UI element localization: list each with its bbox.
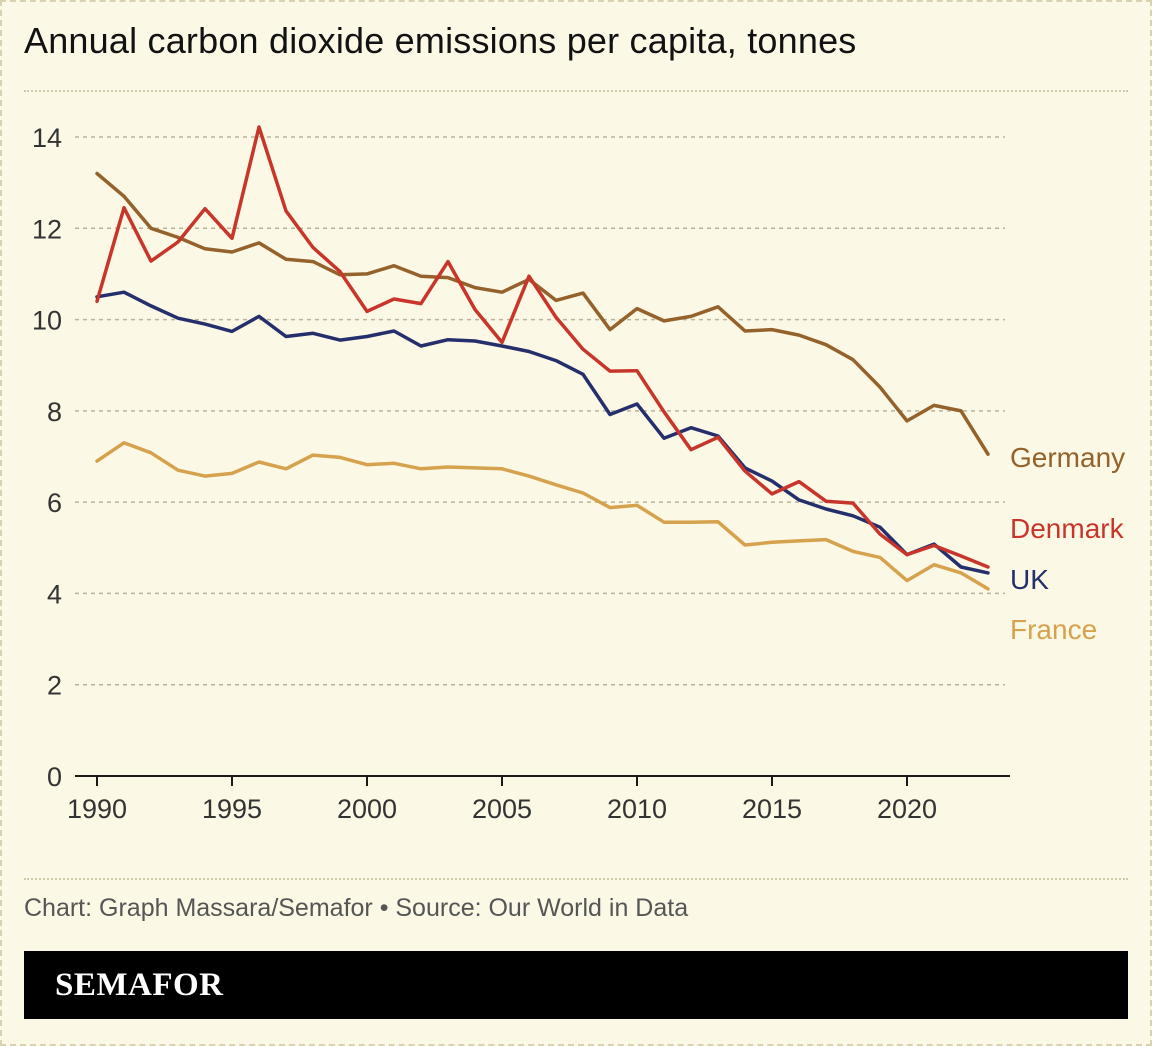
brand-bar: SEMAFOR [24,951,1128,1019]
series-labels: Germany Denmark UK France [1010,442,1125,645]
y-tick-label: 12 [32,214,62,244]
chart-title: Annual carbon dioxide emissions per capi… [24,20,857,61]
y-tick-label: 14 [32,123,62,153]
y-tick-label: 2 [47,671,62,701]
x-tick-label: 2000 [337,794,397,824]
series-line-uk [95,290,990,575]
series-label-france: France [1010,614,1097,645]
series-line-germany [95,171,990,456]
y-tick-label: 4 [47,579,62,609]
bottom-divider [24,878,1128,880]
series-line-france [95,441,990,591]
series-lines [95,125,990,591]
x-tick-label: 2005 [472,794,532,824]
semafor-logo: SEMAFOR [55,967,224,1003]
source-note: Chart: Graph Massara/Semafor • Source: O… [24,894,689,922]
x-tick-label: 2010 [607,794,667,824]
series-label-uk: UK [1010,564,1049,595]
y-tick-label: 10 [32,306,62,336]
y-tick-label: 0 [47,762,62,792]
series-label-denmark: Denmark [1010,513,1125,544]
x-tick-label: 1995 [202,794,262,824]
axes: 0 2 4 6 8 10 12 14 1990 1995 2000 2005 2010 2015 2020 [32,123,1010,824]
x-tick-label: 2015 [742,794,802,824]
x-tick-label: 2020 [877,794,937,824]
x-tick-label: 1990 [67,794,127,824]
gridlines [75,136,1005,686]
series-line-denmark [95,125,990,569]
series-label-germany: Germany [1010,442,1125,473]
y-tick-label: 8 [47,397,62,427]
y-tick-label: 6 [47,488,62,518]
top-divider [24,90,1128,92]
